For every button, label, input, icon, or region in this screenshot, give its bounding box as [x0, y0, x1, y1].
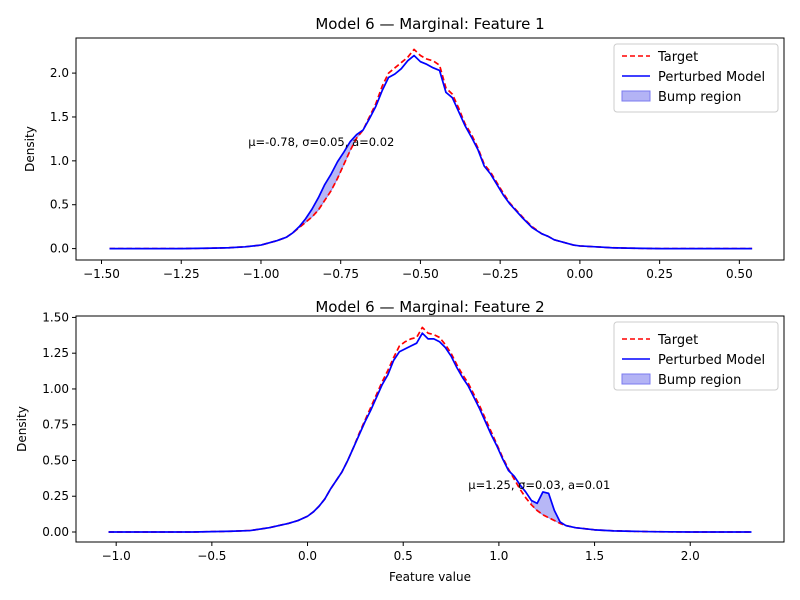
- y-tick-label: 0.50: [42, 453, 69, 467]
- y-tick-label: 0.5: [50, 198, 69, 212]
- x-tick-label: −0.5: [197, 549, 226, 563]
- y-axis-label: Density: [15, 406, 29, 452]
- legend: Target Perturbed Model Bump region: [613, 43, 779, 113]
- legend-swatch-bump: [621, 373, 651, 385]
- y-tick-label: 0.00: [42, 525, 69, 539]
- x-tick-label: 0.0: [298, 549, 317, 563]
- x-tick-label: −1.00: [243, 267, 280, 281]
- y-axis-label: Density: [23, 126, 37, 172]
- y-axis: 0.00 0.25 0.50 0.75 1.00 1.25 1.50: [42, 310, 76, 539]
- series-lines: [108, 326, 752, 533]
- x-tick-label: −1.0: [102, 549, 131, 563]
- legend-swatch-bump: [621, 90, 651, 102]
- chart-title: Model 6 — Marginal: Feature 2: [315, 298, 544, 316]
- y-tick-label: 1.00: [42, 382, 69, 396]
- x-tick-label: 0.5: [394, 549, 413, 563]
- plot-frame: [75, 315, 785, 543]
- x-axis: −1.0 −0.5 0.0 0.5 1.0 1.5 2.0: [102, 542, 700, 563]
- y-tick-label: 1.5: [50, 110, 69, 124]
- legend-box: [613, 321, 779, 391]
- y-tick-label: 1.0: [50, 154, 69, 168]
- x-tick-label: 1.0: [489, 549, 508, 563]
- x-axis: −1.50 −1.25 −1.00 −0.75 −0.50 −0.25 0.00 0.25 0.…: [83, 260, 753, 281]
- y-tick-label: 1.25: [42, 346, 69, 360]
- x-tick-label: 0.00: [567, 267, 594, 281]
- chart-title: Model 6 — Marginal: Feature 1: [315, 15, 544, 33]
- legend-label-target: Target: [657, 333, 698, 348]
- legend-box: [613, 43, 779, 113]
- plot-frame: [75, 37, 785, 261]
- legend-label-bump: Bump region: [658, 90, 741, 105]
- y-axis: 0.0 0.5 1.0 1.5 2.0: [50, 66, 76, 256]
- x-tick-label: −1.25: [163, 267, 200, 281]
- legend-label-model: Perturbed Model: [658, 70, 765, 85]
- legend-label-model: Perturbed Model: [658, 353, 765, 368]
- panel-feature-2: Model 6 — Marginal: Feature 2 −1.0 −0.5 0.…: [15, 298, 785, 584]
- bump-annotation: μ=-0.78, σ=0.05, a=0.02: [248, 135, 394, 149]
- legend-label-target: Target: [657, 50, 698, 65]
- x-tick-label: −0.75: [322, 267, 359, 281]
- perturbed-model-line: [109, 54, 753, 250]
- x-axis-label: Feature value: [389, 570, 471, 584]
- series-lines: [109, 48, 753, 250]
- x-tick-label: 0.50: [726, 267, 753, 281]
- bump-annotation: μ=1.25, σ=0.03, a=0.01: [468, 478, 610, 492]
- perturbed-model-line: [108, 332, 752, 533]
- y-tick-label: 0.75: [42, 418, 69, 432]
- y-tick-label: 0.25: [42, 489, 69, 503]
- x-tick-label: 0.25: [646, 267, 673, 281]
- x-tick-label: 1.5: [585, 549, 604, 563]
- panel-feature-1: Model 6 — Marginal: Feature 1 −1.50 −1.25…: [23, 15, 785, 281]
- x-tick-label: −0.50: [402, 267, 439, 281]
- x-tick-label: 2.0: [681, 549, 700, 563]
- x-tick-label: −1.50: [83, 267, 120, 281]
- y-tick-label: 1.50: [42, 310, 69, 324]
- y-tick-label: 0.0: [50, 242, 69, 256]
- legend: Target Perturbed Model Bump region: [613, 321, 779, 391]
- y-tick-label: 2.0: [50, 66, 69, 80]
- x-tick-label: −0.25: [482, 267, 519, 281]
- legend-label-bump: Bump region: [658, 373, 741, 388]
